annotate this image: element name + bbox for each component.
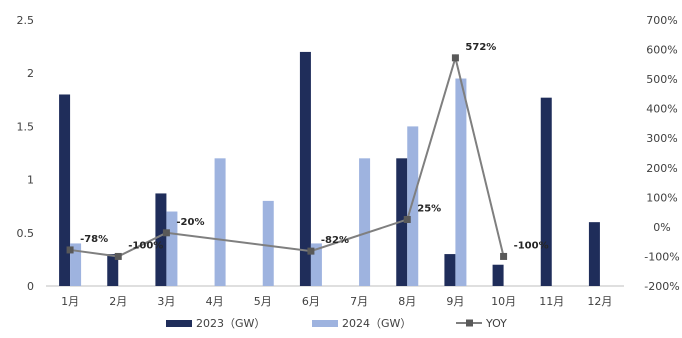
bar-2024 [310,243,322,286]
y-left-tick-label: 0 [27,280,34,293]
x-tick-label: 11月 [539,295,564,308]
yoy-data-label: 25% [417,204,441,215]
y-right-tick-label: 300% [646,132,677,145]
bar-2024 [166,211,178,286]
yoy-data-label: -82% [321,235,349,246]
yoy-line [69,53,505,258]
y-left-tick-label: 2.5 [17,14,35,27]
y-left-tick-label: 2 [27,67,34,80]
legend-label: 2023（GW） [196,317,265,330]
y-left-tick-label: 1.5 [17,120,35,133]
x-tick-label: 3月 [157,295,175,308]
bar-2024 [262,200,274,286]
y-right-tick-label: 200% [646,162,677,175]
yoy-data-label: -78% [80,234,108,245]
x-tick-label: 12月 [587,295,612,308]
bar-2024 [359,158,371,286]
y-left-tick-label: 1 [27,174,34,187]
bar-2023 [492,264,504,286]
x-tick-label: 7月 [350,295,368,308]
legend-swatch [166,320,192,327]
bar-2024 [70,243,82,286]
bar-2023 [59,94,71,286]
bar-2023 [107,254,119,286]
y-right-tick-label: 600% [646,44,677,57]
bar-2023 [444,254,456,286]
bar-2023 [540,97,552,286]
yoy-marker [66,246,74,254]
legend-swatch [312,320,338,327]
yoy-data-label: -100% [128,240,163,251]
yoy-marker [403,216,411,223]
bar-2023 [155,193,167,286]
bar-2024 [407,126,419,287]
x-tick-label: 2月 [109,295,127,308]
bar-2023 [299,51,311,286]
legend-marker [466,319,473,327]
bar-2023 [588,222,600,286]
yoy-marker [307,247,315,255]
legend-label: YOY [485,317,507,330]
x-tick-label: 1月 [61,295,79,308]
x-tick-label: 8月 [398,295,416,308]
x-tick-label: 9月 [446,295,464,308]
x-tick-label: 4月 [206,295,224,308]
y-right-tick-label: 0% [653,221,670,234]
yoy-marker [162,229,170,237]
yoy-data-label: -20% [176,217,204,228]
yoy-data-label: -100% [514,240,549,251]
y-right-tick-label: 400% [646,103,677,116]
y-right-tick-label: -100% [644,250,679,263]
y-right-tick-label: -200% [644,280,679,293]
y-right-tick-label: 700% [646,14,677,27]
y-left-tick-label: 0.5 [17,227,35,240]
y-right-tick-label: 100% [646,191,677,204]
bar-2024 [214,158,226,286]
yoy-marker [500,252,508,260]
yoy-marker [114,252,122,260]
yoy-data-label: 572% [465,42,496,53]
x-tick-label: 6月 [302,295,320,308]
bar-2024 [455,78,467,287]
y-right-tick-label: 500% [646,73,677,86]
x-tick-label: 10月 [491,295,516,308]
yoy-marker [451,54,459,62]
legend-label: 2024（GW） [342,317,411,330]
x-tick-label: 5月 [254,295,272,308]
